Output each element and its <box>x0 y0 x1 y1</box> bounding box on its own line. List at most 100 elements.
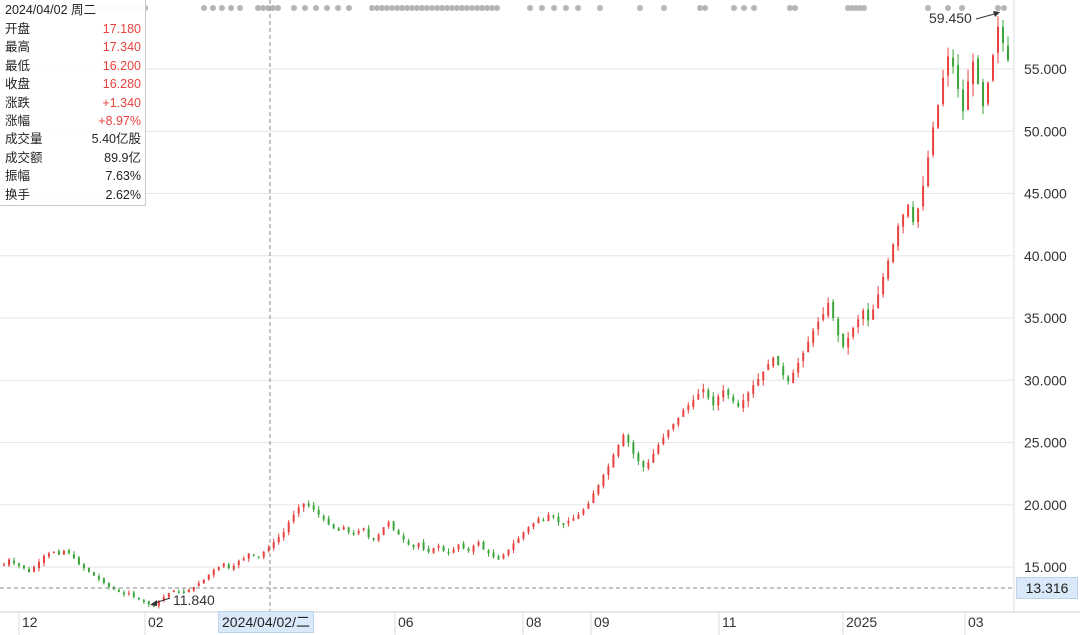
candle-body <box>557 516 560 523</box>
candle-body <box>777 355 780 366</box>
candle-body <box>997 26 1000 53</box>
candle-body <box>7 559 10 566</box>
candle-body <box>312 505 315 510</box>
x-axis: 12 02 06 08 09 11 2025 03 <box>22 614 984 630</box>
candle-body <box>387 522 390 527</box>
candle-body <box>882 276 885 295</box>
info-label: 最低 <box>5 58 31 73</box>
candle-body <box>427 548 430 553</box>
y-tick-label: 35.000 <box>1024 310 1067 326</box>
event-dot <box>661 5 667 11</box>
candle-body <box>512 543 515 550</box>
candle-body <box>222 563 225 567</box>
event-dot <box>464 5 470 11</box>
candle-body <box>452 549 455 553</box>
event-dot <box>260 5 266 11</box>
crosshair-date-label: 2024/04/02/二 <box>218 611 314 633</box>
candle-body <box>442 546 445 551</box>
event-dot <box>399 5 405 11</box>
candle-body <box>517 538 520 544</box>
candle-body <box>52 552 55 554</box>
candle-body <box>987 82 990 104</box>
candle-body <box>262 552 265 558</box>
event-dot <box>489 5 495 11</box>
candle-body <box>577 514 580 519</box>
candle-body <box>677 417 680 425</box>
event-dot <box>210 5 216 11</box>
candle-body <box>107 583 110 587</box>
candle-body <box>342 527 345 530</box>
candle-body <box>907 204 910 217</box>
candle-body <box>507 549 510 556</box>
candle-body <box>622 435 625 447</box>
candle-body <box>762 371 765 381</box>
candle-body <box>1007 45 1009 61</box>
candle-body <box>22 565 25 569</box>
candle-body <box>537 518 540 524</box>
grid-lines <box>0 68 1014 568</box>
candle-body <box>592 493 595 504</box>
candle-body <box>487 550 490 554</box>
candle-body <box>847 337 850 348</box>
candle-body <box>977 58 980 84</box>
event-dot <box>731 5 737 11</box>
info-label: 振幅 <box>5 169 31 184</box>
info-row: 涨跌 +1.340 <box>0 94 145 112</box>
candle-body <box>227 564 230 569</box>
event-dot <box>346 5 352 11</box>
event-dot <box>469 5 475 11</box>
candle-body <box>252 554 255 556</box>
candle-body <box>362 528 365 531</box>
event-dot <box>527 5 533 11</box>
candle-body <box>522 532 525 539</box>
event-dot <box>414 5 420 11</box>
info-label: 开盘 <box>5 22 31 36</box>
event-dot <box>945 5 951 11</box>
candle-body <box>757 379 760 386</box>
event-dot <box>449 5 455 11</box>
candle-body <box>657 444 660 454</box>
candle-body <box>307 503 310 506</box>
event-dot <box>389 5 395 11</box>
candle-body <box>332 524 335 529</box>
candle-body <box>547 514 550 521</box>
event-dot <box>474 5 480 11</box>
info-value: 16.200 <box>102 58 141 73</box>
event-dot <box>384 5 390 11</box>
info-date: 2024/04/02 周二 <box>5 3 97 17</box>
event-dot <box>237 5 243 11</box>
candle-body <box>92 572 95 576</box>
event-dot <box>434 5 440 11</box>
candle-body <box>267 547 270 552</box>
info-value: 7.63% <box>105 169 141 184</box>
candle-body <box>937 105 940 128</box>
candle-body <box>132 592 135 597</box>
crosshair-price-label: 13.316 <box>1016 577 1078 599</box>
candle-body <box>47 553 50 557</box>
candle-body <box>917 208 920 223</box>
y-tick-label: 20.000 <box>1024 497 1067 513</box>
candle-body <box>947 56 950 76</box>
candle-body <box>932 127 935 155</box>
event-dot <box>424 5 430 11</box>
candle-body <box>57 550 60 555</box>
event-dot <box>429 5 435 11</box>
y-axis: 15.000 20.000 25.000 30.000 35.000 40.000 45.0… <box>0 0 1080 613</box>
event-dot <box>702 5 708 11</box>
event-dot <box>597 5 603 11</box>
candle-body <box>157 600 160 606</box>
candle-body <box>232 565 235 570</box>
info-label: 换手 <box>5 187 31 202</box>
event-dot <box>1001 5 1007 11</box>
candle-body <box>237 560 240 566</box>
x-tick-label: 03 <box>968 614 984 630</box>
info-label: 最高 <box>5 40 31 55</box>
info-label: 涨幅 <box>5 113 31 128</box>
info-row: 成交量 5.40亿股 <box>0 130 145 148</box>
x-tick-label: 06 <box>398 614 414 630</box>
candle-body <box>782 366 785 376</box>
candle-body <box>72 554 75 559</box>
candle-body <box>142 600 145 602</box>
candle-body <box>957 64 960 89</box>
